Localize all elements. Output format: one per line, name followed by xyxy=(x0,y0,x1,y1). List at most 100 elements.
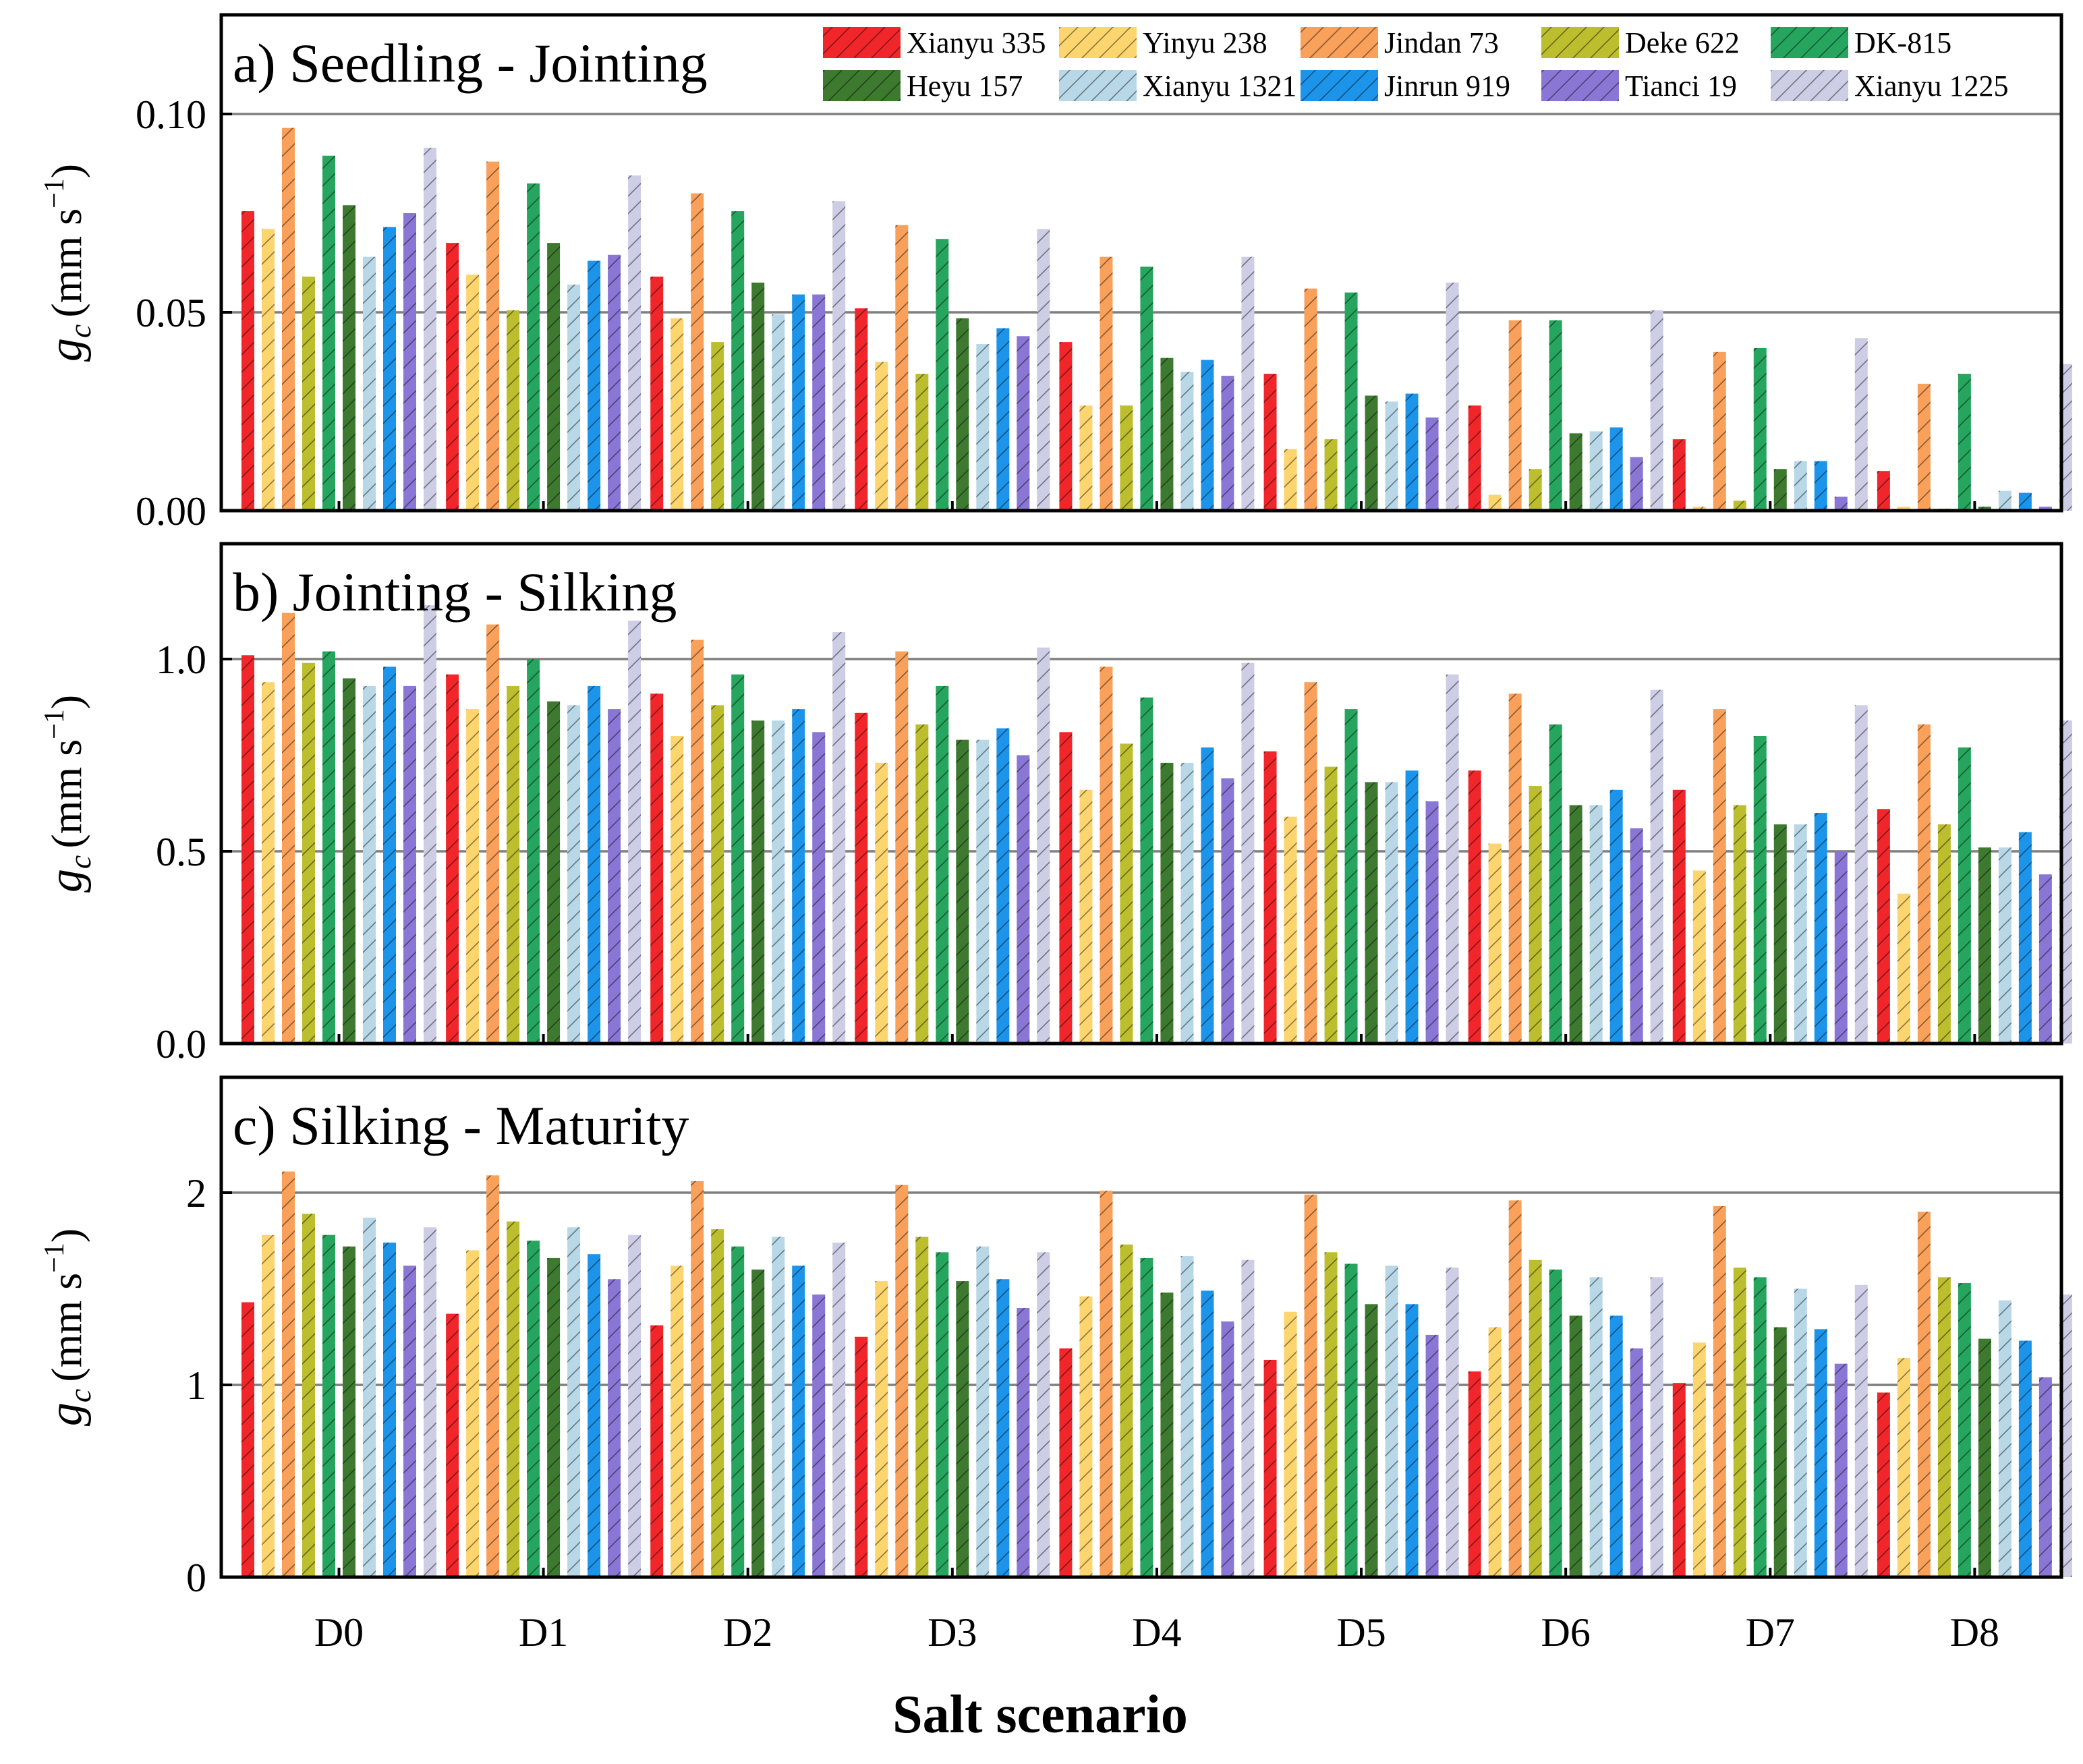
panel-a-ytick-label: 0.00 xyxy=(136,489,206,534)
panel-b-bar-yinyu-238-d5: Yinyu 238 D5: 0.59 xyxy=(1284,816,1297,1044)
panel-b-bar-deke-622-d1: Deke 622 D1: 0.93 xyxy=(507,685,520,1044)
panel-c-bar-tianci-19-d2: Tianci 19 D2: 1.47 xyxy=(812,1294,826,1577)
panel-b-bar-tianci-19-d8: Tianci 19 D8: 0.44 xyxy=(2038,874,2052,1044)
panel-a-bar-yinyu-238-d6: Yinyu 238 D6: 0.004 xyxy=(1488,494,1502,511)
panel-a-bar-xianyu-335-d3: Xianyu 335 D3: 0.051 xyxy=(855,308,868,511)
panel-b-bar-heyu-157-d6: Heyu 157 D6: 0.62 xyxy=(1569,805,1582,1044)
panel-b-bar-deke-622-d7: Deke 622 D7: 0.62 xyxy=(1733,805,1746,1044)
panel-a-bar-jinrun-919-d4: Jinrun 919 D4: 0.038 xyxy=(1201,360,1214,511)
panel-a-title: a) Seedling - Jointing xyxy=(233,32,708,94)
panel-b-bar-tianci-19-d5: Tianci 19 D5: 0.63 xyxy=(1425,801,1439,1044)
panel-c-bar-xianyu-1321-d7: Xianyu 1321 D7: 1.5 xyxy=(1794,1288,1807,1577)
panel-b-bar-dk-815-d8: DK-815 D8: 0.77 xyxy=(1958,747,1971,1044)
panel-a-bar-tianci-19-d5: Tianci 19 D5: 0.0235 xyxy=(1425,417,1439,511)
panel-b-bar-jindan-73-d3: Jindan 73 D3: 1.02 xyxy=(895,651,909,1044)
panel-a-bar-tianci-19-d1: Tianci 19 D1: 0.0645 xyxy=(608,254,621,511)
panel-a-bar-jinrun-919-d2: Jinrun 919 D2: 0.0545 xyxy=(792,294,805,511)
panel-c-bars: Xianyu 335 D0: 1.43 Xianyu 335 D1: 1.37 Xi… xyxy=(241,1171,2072,1577)
panel-c-bar-jindan-73-d3: Jindan 73 D3: 2.04 xyxy=(895,1185,909,1577)
panel-c-bar-xianyu-335-d8: Xianyu 335 D8: 0.96 xyxy=(1877,1392,1890,1577)
panel-b-bar-heyu-157-d2: Heyu 157 D2: 0.84 xyxy=(751,720,765,1044)
panel-a-bar-xianyu-335-d1: Xianyu 335 D1: 0.0675 xyxy=(446,243,459,511)
panel-b-bar-dk-815-d3: DK-815 D3: 0.93 xyxy=(936,685,949,1044)
panel-c-bar-jindan-73-d4: Jindan 73 D4: 2.01 xyxy=(1100,1191,1113,1577)
panel-a-bar-xianyu-1321-d1: Xianyu 1321 D1: 0.057 xyxy=(567,284,581,511)
panel-a-bar-yinyu-238-d8: Yinyu 238 D8: 0.001 xyxy=(1897,507,1910,511)
panel-a-bar-deke-622-d5: Deke 622 D5: 0.018 xyxy=(1324,439,1338,511)
panel-b-bar-deke-622-d0: Deke 622 D0: 0.99 xyxy=(302,662,315,1044)
panel-b-bar-xianyu-1321-d6: Xianyu 1321 D6: 0.62 xyxy=(1589,805,1603,1044)
legend: Xianyu 335 Yinyu 238 Jindan 73 Deke 622 DK-8… xyxy=(823,26,2009,103)
panel-a-bar-xianyu-1225-d0: Xianyu 1225 D0: 0.0915 xyxy=(424,147,436,511)
legend-swatch-deke-622 xyxy=(1541,27,1619,58)
panel-a-bar-dk-815-d0: DK-815 D0: 0.0895 xyxy=(322,155,335,511)
panel-c-bar-jinrun-919-d6: Jinrun 919 D6: 1.36 xyxy=(1609,1315,1623,1577)
panel-c-bar-xianyu-335-d6: Xianyu 335 D6: 1.07 xyxy=(1468,1371,1481,1577)
panel-a-bar-xianyu-1321-d4: Xianyu 1321 D4: 0.035 xyxy=(1180,372,1194,511)
legend-label-yinyu-238: Yinyu 238 xyxy=(1143,26,1267,59)
panel-c-bar-jindan-73-d6: Jindan 73 D6: 1.96 xyxy=(1508,1200,1522,1577)
legend-item-xianyu-335: Xianyu 335 xyxy=(823,26,1046,59)
panel-b-bar-xianyu-335-d0: Xianyu 335 D0: 1.01 xyxy=(241,655,254,1044)
panel-c-bar-yinyu-238-d8: Yinyu 238 D8: 1.14 xyxy=(1897,1358,1910,1577)
panel-c-bar-yinyu-238-d6: Yinyu 238 D6: 1.3 xyxy=(1488,1327,1502,1577)
x-tick-label-d6: D6 xyxy=(1541,1610,1590,1655)
panel-a-bar-xianyu-335-d8: Xianyu 335 D8: 0.01 xyxy=(1877,471,1890,511)
panel-b-bar-xianyu-335-d1: Xianyu 335 D1: 0.96 xyxy=(446,674,459,1044)
panel-c-bar-jinrun-919-d2: Jinrun 919 D2: 1.62 xyxy=(792,1265,805,1577)
panel-c-bar-heyu-157-d6: Heyu 157 D6: 1.36 xyxy=(1569,1315,1582,1577)
panel-a-bar-tianci-19-d4: Tianci 19 D4: 0.034 xyxy=(1221,376,1234,511)
panel-a-bar-jinrun-919-d0: Jinrun 919 D0: 0.0715 xyxy=(383,227,396,511)
panel-c-bar-deke-622-d1: Deke 622 D1: 1.85 xyxy=(507,1221,520,1577)
panel-a-bar-yinyu-238-d7: Yinyu 238 D7: 0.001 xyxy=(1692,507,1706,511)
panel-c-bar-jinrun-919-d0: Jinrun 919 D0: 1.74 xyxy=(383,1243,396,1577)
panel-b-bar-xianyu-335-d5: Xianyu 335 D5: 0.76 xyxy=(1263,751,1277,1044)
panel-b-bar-xianyu-1225-d7: Xianyu 1225 D7: 0.88 xyxy=(1854,705,1868,1044)
panel-b-bar-xianyu-1321-d7: Xianyu 1321 D7: 0.57 xyxy=(1794,824,1807,1044)
panel-a-bar-xianyu-335-d2: Xianyu 335 D2: 0.059 xyxy=(650,277,664,511)
panel-b-bar-heyu-157-d7: Heyu 157 D7: 0.57 xyxy=(1773,824,1787,1044)
panel-b-bar-xianyu-335-d7: Xianyu 335 D7: 0.66 xyxy=(1672,789,1686,1044)
x-tick-label-d2: D2 xyxy=(723,1610,772,1655)
panel-a-bar-jindan-73-d5: Jindan 73 D5: 0.056 xyxy=(1304,288,1317,511)
panel-a: Xianyu 335 D0: 0.0755 Xianyu 335 D1: 0.06… xyxy=(39,13,2072,534)
panel-b-bar-jindan-73-d0: Jindan 73 D0: 1.12 xyxy=(282,613,295,1044)
x-tick-label-d4: D4 xyxy=(1132,1610,1181,1655)
panel-a-bar-deke-622-d1: Deke 622 D1: 0.0505 xyxy=(507,310,520,511)
panel-a-y-axis-title: gc(mm s−1) xyxy=(39,164,97,362)
panel-a-bar-heyu-157-d1: Heyu 157 D1: 0.0675 xyxy=(547,243,561,511)
panel-c-bar-xianyu-1321-d5: Xianyu 1321 D5: 1.62 xyxy=(1385,1265,1398,1577)
panel-a-bar-heyu-157-d5: Heyu 157 D5: 0.029 xyxy=(1365,395,1378,511)
panel-a-bar-xianyu-1225-d4: Xianyu 1225 D4: 0.064 xyxy=(1241,256,1255,511)
panel-c-bar-xianyu-1321-d1: Xianyu 1321 D1: 1.82 xyxy=(567,1227,581,1577)
panel-c-bar-xianyu-1225-d1: Xianyu 1225 D1: 1.78 xyxy=(628,1234,641,1577)
panel-c-bar-dk-815-d0: DK-815 D0: 1.78 xyxy=(322,1234,335,1577)
panel-b-bar-jindan-73-d5: Jindan 73 D5: 0.94 xyxy=(1304,682,1317,1044)
panel-b-bar-xianyu-1321-d3: Xianyu 1321 D3: 0.79 xyxy=(976,739,990,1044)
panel-a-bar-deke-622-d2: Deke 622 D2: 0.0425 xyxy=(711,342,724,511)
panel-b-bar-jinrun-919-d2: Jinrun 919 D2: 0.87 xyxy=(792,709,805,1044)
panel-b: Xianyu 335 D0: 1.01 Xianyu 335 D1: 0.96 Xi… xyxy=(39,542,2072,1066)
x-tick-label-d5: D5 xyxy=(1336,1610,1386,1655)
legend-swatch-tianci-19 xyxy=(1541,70,1619,101)
panel-c-bar-dk-815-d6: DK-815 D6: 1.6 xyxy=(1549,1270,1562,1577)
panel-b-bar-dk-815-d2: DK-815 D2: 0.96 xyxy=(731,674,745,1044)
panel-a-bar-heyu-157-d0: Heyu 157 D0: 0.077 xyxy=(343,205,355,511)
panel-c-bar-deke-622-d0: Deke 622 D0: 1.89 xyxy=(302,1214,315,1577)
panel-a-bar-deke-622-d6: Deke 622 D6: 0.0105 xyxy=(1529,469,1542,511)
panel-b-bar-jinrun-919-d3: Jinrun 919 D3: 0.82 xyxy=(996,728,1010,1044)
panel-a-bar-xianyu-1321-d2: Xianyu 1321 D2: 0.0495 xyxy=(772,314,785,511)
legend-swatch-jindan-73 xyxy=(1301,27,1378,58)
panel-b-bar-dk-815-d6: DK-815 D6: 0.83 xyxy=(1549,724,1562,1044)
panel-b-bar-dk-815-d1: DK-815 D1: 1 xyxy=(527,659,540,1044)
panel-c-frame xyxy=(219,1075,2063,1579)
panel-a-bar-tianci-19-d2: Tianci 19 D2: 0.0545 xyxy=(812,294,826,511)
panel-a-bar-xianyu-1321-d8: Xianyu 1321 D8: 0.005 xyxy=(1998,490,2011,511)
legend-label-tianci-19: Tianci 19 xyxy=(1625,69,1737,103)
panel-a-bar-yinyu-238-d2: Yinyu 238 D2: 0.0485 xyxy=(670,318,684,511)
panel-c-y-axis-title: gc(mm s−1) xyxy=(39,1228,97,1426)
panel-b-bar-xianyu-335-d8: Xianyu 335 D8: 0.61 xyxy=(1877,809,1890,1044)
panel-c-bar-jindan-73-d0: Jindan 73 D0: 2.11 xyxy=(282,1171,295,1577)
panel-a-bar-tianci-19-d0: Tianci 19 D0: 0.075 xyxy=(403,213,416,511)
panel-b-bar-jinrun-919-d8: Jinrun 919 D8: 0.55 xyxy=(2018,832,2032,1044)
